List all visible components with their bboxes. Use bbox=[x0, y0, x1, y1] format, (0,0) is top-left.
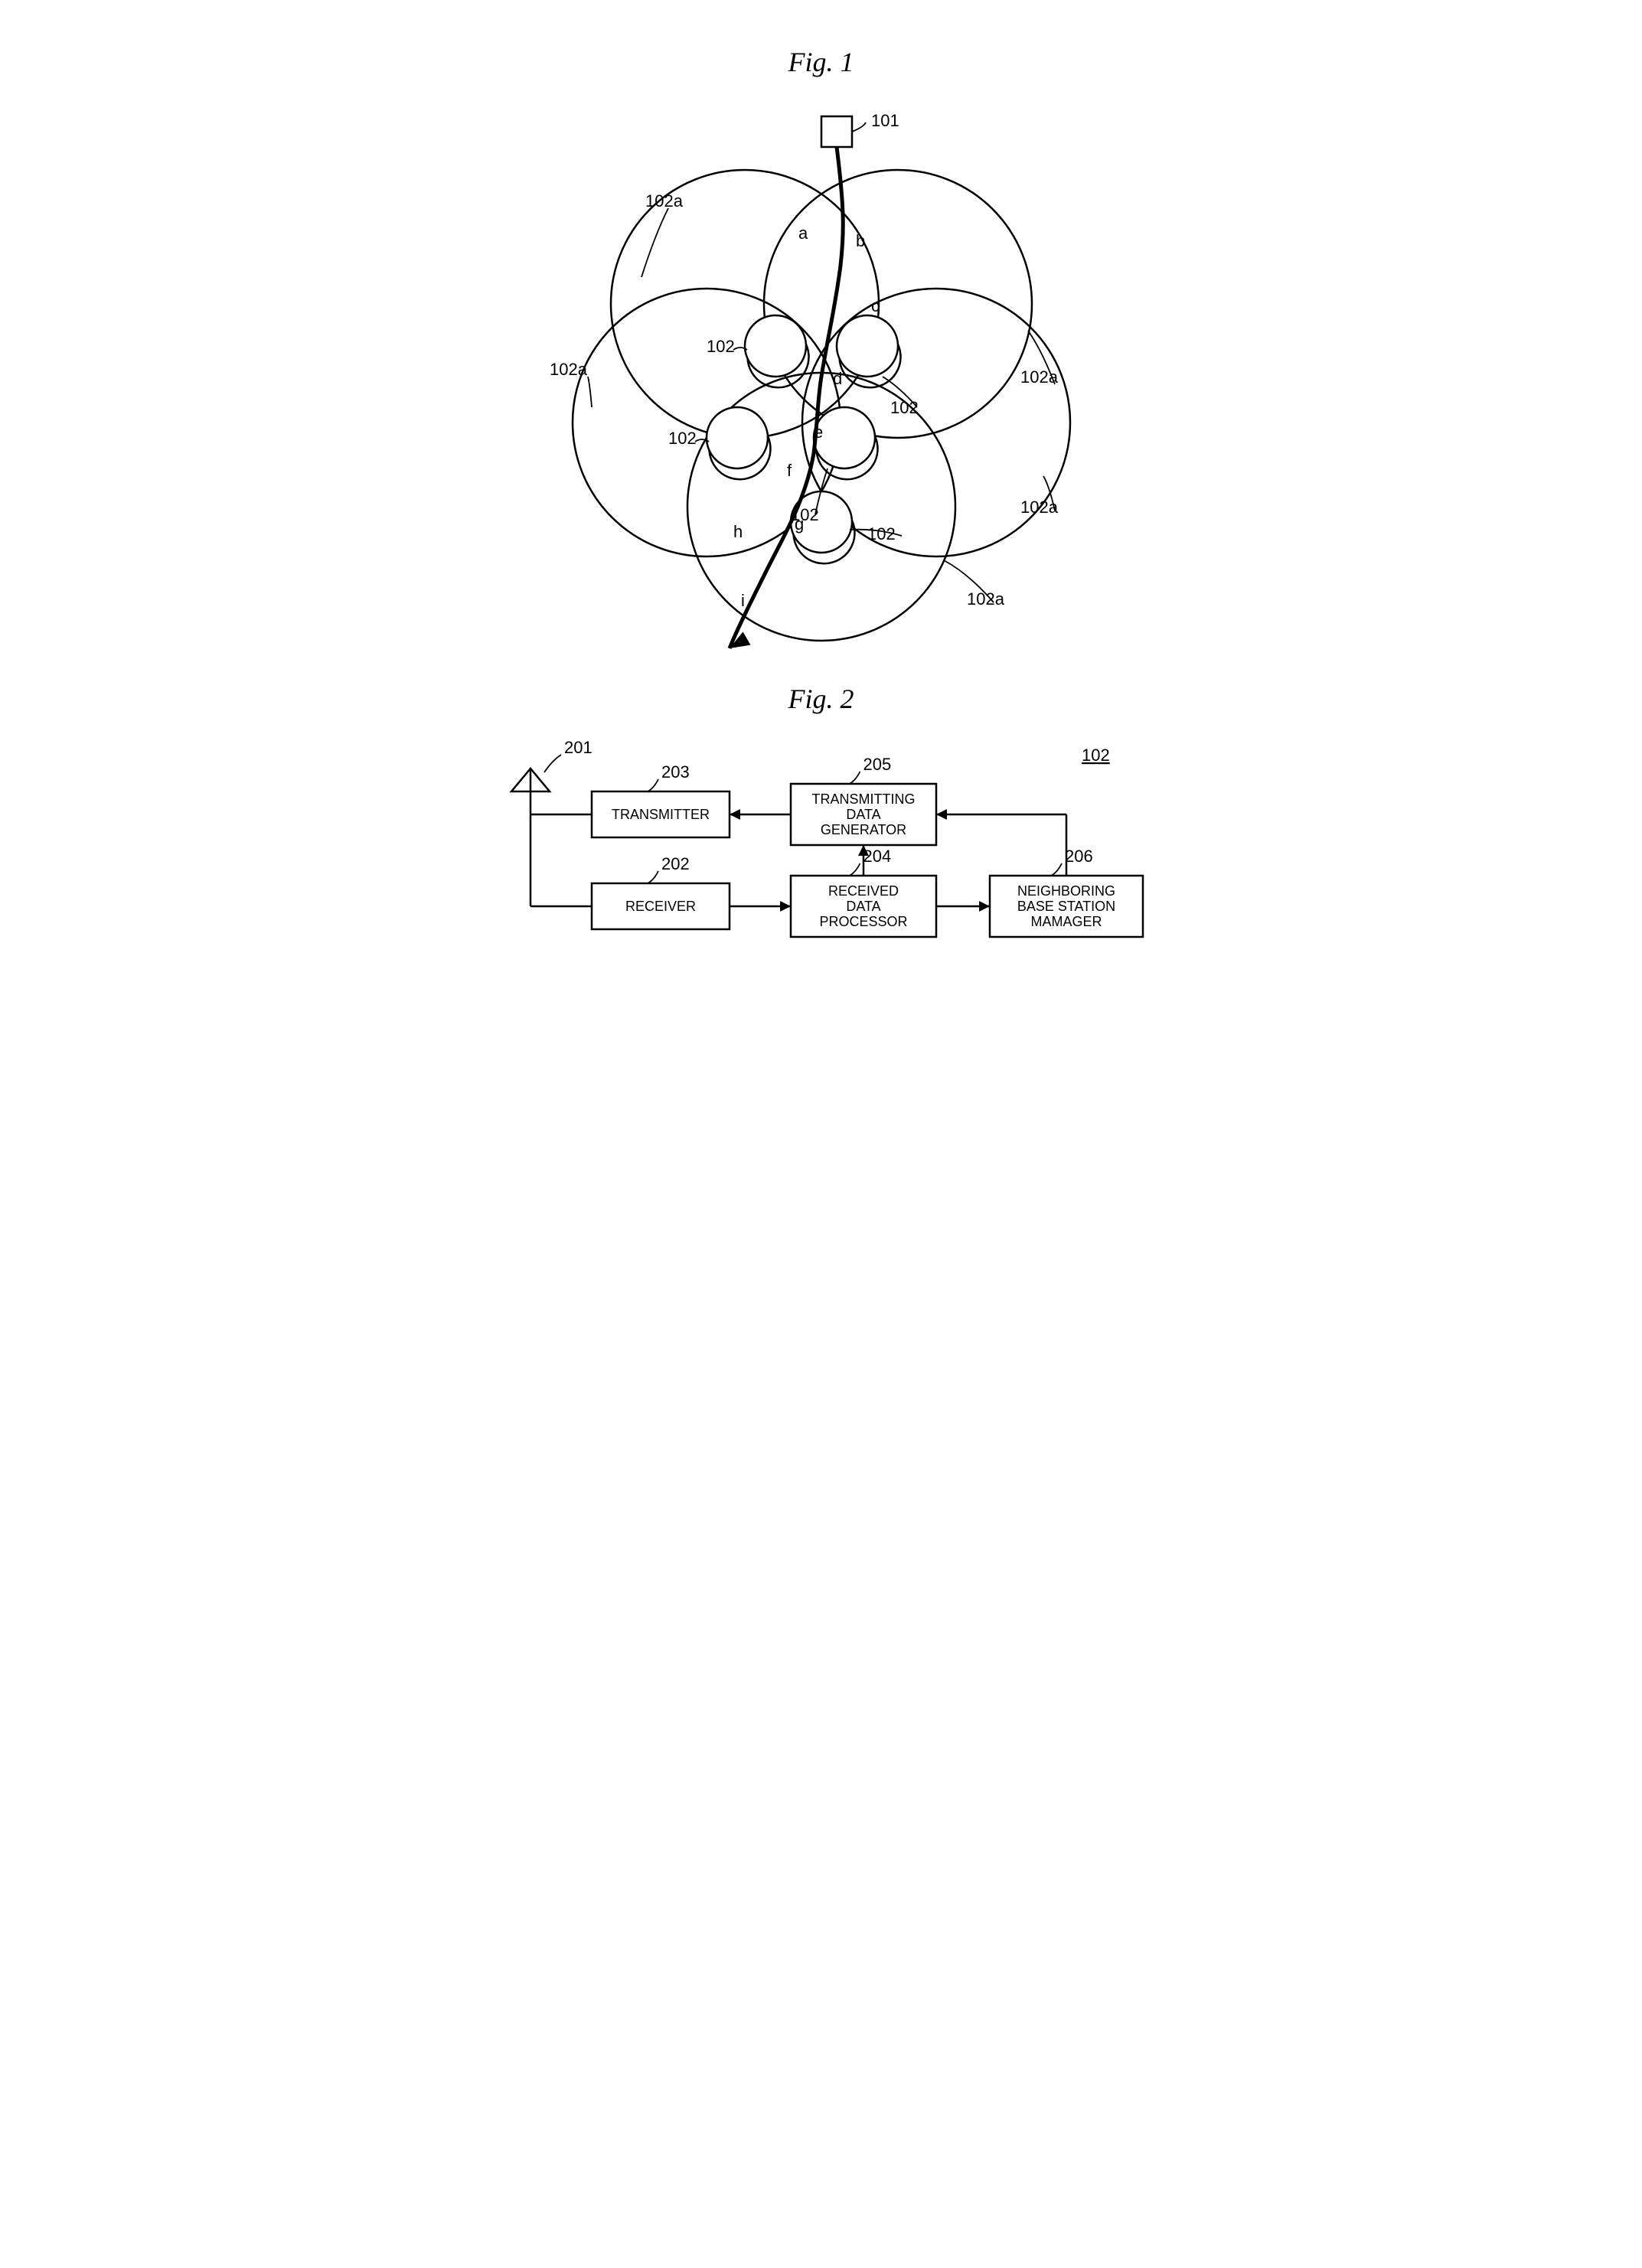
mobile-path bbox=[730, 147, 843, 648]
nbmanager-ref: 206 bbox=[1065, 847, 1093, 866]
system-ref-label: 102 bbox=[1082, 746, 1110, 765]
base-ref-label: 102 bbox=[867, 524, 896, 543]
path-letter: f bbox=[787, 461, 792, 480]
base-ref-label: 102 bbox=[890, 398, 919, 417]
zone-ref-label: 102a bbox=[550, 360, 588, 379]
txdatagen-label: GENERATOR bbox=[820, 822, 906, 837]
rxdataproc-label: DATA bbox=[846, 899, 880, 914]
receiver-ref: 202 bbox=[661, 854, 690, 873]
path-letter: h bbox=[733, 522, 743, 541]
arrowhead-icon bbox=[780, 901, 791, 912]
path-arrowhead bbox=[726, 631, 751, 654]
txdatagen-ref: 205 bbox=[863, 755, 891, 774]
fig1-diagram: abcdefghi102a102a102a102a102a10210210210… bbox=[515, 101, 1128, 637]
zone-ref-label: 102a bbox=[1020, 367, 1059, 387]
base-circle bbox=[707, 407, 768, 468]
fig2-svg: TRANSMITTER203RECEIVER202TRANSMITTINGDAT… bbox=[492, 738, 1151, 968]
base-circle bbox=[745, 315, 806, 377]
txdatagen-label: DATA bbox=[846, 807, 880, 822]
leader-line bbox=[849, 863, 860, 876]
leader-line bbox=[1051, 863, 1062, 876]
base-ref-label: 102 bbox=[707, 337, 735, 356]
mobile-ref-label: 101 bbox=[871, 111, 899, 130]
leader-line bbox=[648, 871, 658, 883]
arrowhead-icon bbox=[936, 809, 947, 820]
leader-line bbox=[852, 122, 866, 132]
path-letter: c bbox=[871, 296, 880, 315]
nbmanager-label: NEIGHBORING bbox=[1017, 883, 1115, 899]
zone-ref-label: 102a bbox=[645, 191, 684, 210]
path-letter: a bbox=[798, 224, 808, 243]
rxdataproc-label: RECEIVED bbox=[828, 883, 898, 899]
base-ref-label: 102 bbox=[791, 505, 819, 524]
path-letter: d bbox=[833, 369, 842, 388]
zone-ref-label: 102a bbox=[967, 589, 1005, 609]
antenna-ref-label: 201 bbox=[564, 738, 592, 757]
transmitter-ref: 203 bbox=[661, 762, 690, 782]
zone-ref-label: 102a bbox=[1020, 498, 1059, 517]
arrowhead-icon bbox=[979, 901, 990, 912]
nbmanager-label: BASE STATION bbox=[1017, 899, 1115, 914]
receiver-label: RECEIVER bbox=[625, 899, 695, 914]
rxdataproc-ref: 204 bbox=[863, 847, 891, 866]
arrowhead-icon bbox=[730, 809, 740, 820]
page: Fig. 1 abcdefghi102a102a102a102a102a1021… bbox=[477, 46, 1166, 968]
leader-line bbox=[588, 377, 592, 407]
base-circle bbox=[837, 315, 898, 377]
transmitter-label: TRANSMITTER bbox=[612, 807, 710, 822]
leader-line bbox=[849, 772, 860, 784]
path-letter: b bbox=[856, 231, 865, 250]
fig2-diagram: TRANSMITTER203RECEIVER202TRANSMITTINGDAT… bbox=[492, 738, 1151, 968]
fig2-title: Fig. 2 bbox=[477, 683, 1166, 715]
leader-line bbox=[641, 208, 668, 277]
nbmanager-label: MAMAGER bbox=[1030, 914, 1102, 929]
txdatagen-label: TRANSMITTING bbox=[811, 791, 915, 807]
path-letter: e bbox=[814, 423, 823, 442]
fig1-title: Fig. 1 bbox=[477, 46, 1166, 78]
path-letter: i bbox=[741, 591, 745, 610]
fig1-svg: abcdefghi102a102a102a102a102a10210210210… bbox=[515, 101, 1128, 667]
base-ref-label: 102 bbox=[668, 429, 697, 448]
mobile-box bbox=[821, 116, 852, 147]
leader-line bbox=[544, 755, 561, 772]
rxdataproc-label: PROCESSOR bbox=[819, 914, 907, 929]
leader-line bbox=[648, 779, 658, 791]
